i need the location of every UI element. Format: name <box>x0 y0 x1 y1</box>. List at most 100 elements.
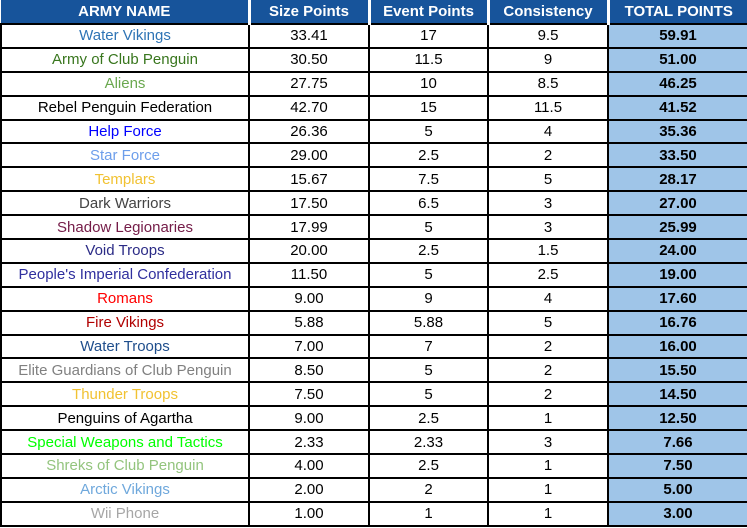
size-points-cell: 26.36 <box>248 118 370 145</box>
consistency-cell: 11.5 <box>487 94 609 121</box>
total-points-cell: 16.00 <box>607 333 747 360</box>
army-name-cell: Rebel Penguin Federation <box>0 94 250 121</box>
size-points-cell: 30.50 <box>248 46 370 73</box>
total-points-cell: 7.66 <box>607 429 747 456</box>
column-header-army-name: ARMY NAME <box>1 0 251 25</box>
army-name-cell: Wii Phone <box>0 500 250 527</box>
consistency-cell: 4 <box>487 118 609 145</box>
total-points-cell: 24.00 <box>607 238 747 264</box>
table-row: Rebel Penguin Federation 42.70 15 11.5 41.52 <box>0 94 747 121</box>
consistency-cell: 3 <box>487 190 609 217</box>
army-name-cell: Star Force <box>0 142 250 169</box>
consistency-cell: 9.5 <box>487 23 609 49</box>
table-row: Arctic Vikings 2.00 2 1 5.00 <box>0 476 747 503</box>
total-points-cell: 19.00 <box>607 261 747 288</box>
total-points-cell: 12.50 <box>607 405 747 432</box>
event-points-cell: 15 <box>368 94 489 121</box>
size-points-cell: 17.50 <box>248 190 370 217</box>
event-points-cell: 2.33 <box>368 429 489 456</box>
consistency-cell: 5 <box>487 309 609 336</box>
event-points-cell: 5 <box>368 261 489 288</box>
army-name-cell: Army of Club Penguin <box>0 46 250 73</box>
size-points-cell: 9.00 <box>248 285 370 312</box>
event-points-cell: 2 <box>368 476 489 503</box>
event-points-cell: 5.88 <box>368 309 489 336</box>
size-points-cell: 2.33 <box>248 429 370 456</box>
event-points-cell: 9 <box>368 285 489 312</box>
consistency-cell: 2 <box>487 357 609 384</box>
size-points-cell: 17.99 <box>248 214 370 241</box>
army-name-cell: People's Imperial Confederation <box>0 261 250 288</box>
total-points-cell: 27.00 <box>607 190 747 217</box>
consistency-cell: 2 <box>487 142 609 169</box>
table-row: Help Force 26.36 5 4 35.36 <box>0 118 747 145</box>
consistency-cell: 2.5 <box>487 261 609 288</box>
army-name-cell: Shadow Legionaries <box>0 214 250 241</box>
total-points-cell: 35.36 <box>607 118 747 145</box>
event-points-cell: 5 <box>368 381 489 408</box>
size-points-cell: 29.00 <box>248 142 370 169</box>
column-header-consistency: Consistency <box>488 0 610 25</box>
army-name-cell: Aliens <box>0 70 250 97</box>
event-points-cell: 10 <box>368 70 489 97</box>
consistency-cell: 5 <box>487 166 609 193</box>
table-header-row: ARMY NAME Size Points Event Points Consi… <box>1 0 747 25</box>
total-points-cell: 14.50 <box>607 381 747 408</box>
column-header-size-points: Size Points <box>249 0 371 25</box>
table-row: Shadow Legionaries 17.99 5 3 25.99 <box>0 214 747 241</box>
size-points-cell: 27.75 <box>248 70 370 97</box>
total-points-cell: 17.60 <box>607 285 747 312</box>
column-header-total-points: TOTAL POINTS <box>608 0 747 25</box>
table-row: Aliens 27.75 10 8.5 46.25 <box>0 70 747 97</box>
total-points-cell: 7.50 <box>607 453 747 479</box>
size-points-cell: 20.00 <box>248 238 370 264</box>
event-points-cell: 5 <box>368 357 489 384</box>
consistency-cell: 1.5 <box>487 238 609 264</box>
event-points-cell: 7.5 <box>368 166 489 193</box>
column-header-event-points: Event Points <box>369 0 490 25</box>
army-name-cell: Romans <box>0 285 250 312</box>
size-points-cell: 2.00 <box>248 476 370 503</box>
table-row: Water Vikings 33.41 17 9.5 59.91 <box>0 23 747 49</box>
event-points-cell: 2.5 <box>368 142 489 169</box>
consistency-cell: 2 <box>487 381 609 408</box>
total-points-cell: 51.00 <box>607 46 747 73</box>
size-points-cell: 5.88 <box>248 309 370 336</box>
army-name-cell: Water Vikings <box>0 23 250 49</box>
size-points-cell: 4.00 <box>248 453 370 479</box>
army-name-cell: Arctic Vikings <box>0 476 250 503</box>
total-points-cell: 15.50 <box>607 357 747 384</box>
army-name-cell: Void Troops <box>0 238 250 264</box>
consistency-cell: 2 <box>487 333 609 360</box>
consistency-cell: 9 <box>487 46 609 73</box>
total-points-cell: 16.76 <box>607 309 747 336</box>
army-name-cell: Thunder Troops <box>0 381 250 408</box>
size-points-cell: 8.50 <box>248 357 370 384</box>
size-points-cell: 15.67 <box>248 166 370 193</box>
event-points-cell: 7 <box>368 333 489 360</box>
event-points-cell: 11.5 <box>368 46 489 73</box>
army-name-cell: Penguins of Agartha <box>0 405 250 432</box>
event-points-cell: 17 <box>368 23 489 49</box>
table-row: Special Weapons and Tactics 2.33 2.33 3 7.66 <box>0 429 747 456</box>
total-points-cell: 28.17 <box>607 166 747 193</box>
table-row: People's Imperial Confederation 11.50 5 2.5… <box>0 261 747 288</box>
table-row: Thunder Troops 7.50 5 2 14.50 <box>0 381 747 408</box>
table-row: Void Troops 20.00 2.5 1.5 24.00 <box>0 238 747 264</box>
consistency-cell: 1 <box>487 405 609 432</box>
consistency-cell: 1 <box>487 453 609 479</box>
consistency-cell: 1 <box>487 476 609 503</box>
event-points-cell: 2.5 <box>368 238 489 264</box>
event-points-cell: 5 <box>368 214 489 241</box>
table-row: Fire Vikings 5.88 5.88 5 16.76 <box>0 309 747 336</box>
army-name-cell: Templars <box>0 166 250 193</box>
table-row: Star Force 29.00 2.5 2 33.50 <box>0 142 747 169</box>
army-name-cell: Help Force <box>0 118 250 145</box>
table-row: Army of Club Penguin 30.50 11.5 9 51.00 <box>0 46 747 73</box>
army-name-cell: Special Weapons and Tactics <box>0 429 250 456</box>
army-name-cell: Shreks of Club Penguin <box>0 453 250 479</box>
size-points-cell: 1.00 <box>248 500 370 527</box>
consistency-cell: 1 <box>487 500 609 527</box>
size-points-cell: 33.41 <box>248 23 370 49</box>
event-points-cell: 5 <box>368 118 489 145</box>
